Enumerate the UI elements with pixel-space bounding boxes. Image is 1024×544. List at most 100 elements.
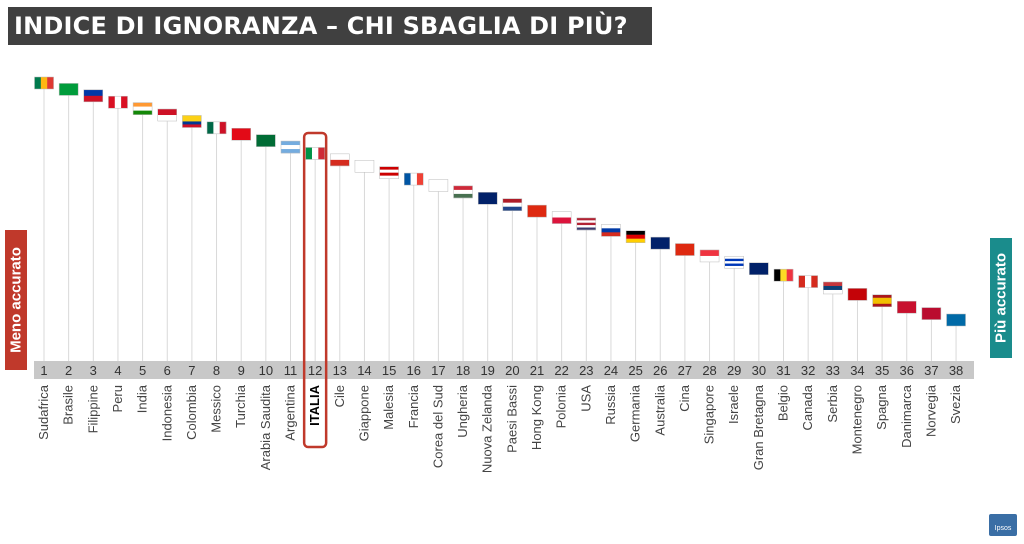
country-label: Serbia: [825, 384, 840, 422]
flag-argentina: [280, 140, 301, 154]
country-label: Hong Kong: [529, 385, 544, 450]
rank-number: 18: [456, 363, 470, 378]
rank-number: 37: [924, 363, 938, 378]
country-label: Colombia: [184, 384, 199, 440]
rank-number: 20: [505, 363, 519, 378]
country-label: Argentina: [283, 384, 298, 440]
country-label: Singapore: [702, 385, 717, 444]
rank-number: 38: [949, 363, 963, 378]
flag-paesi-bassi: [502, 198, 523, 211]
flag-usa: [576, 217, 597, 231]
less-accurate-label-box: Meno accurato: [5, 230, 27, 370]
italia-highlight-box: [302, 131, 328, 449]
flag-hong-kong: [527, 204, 547, 218]
rank-number: 24: [604, 363, 618, 378]
country-label: Arabia Saudita: [258, 384, 273, 470]
rank-number: 11: [284, 363, 298, 378]
flag-nuova-zelanda: [477, 192, 498, 205]
country-label: Peru: [110, 385, 125, 412]
rank-number: 30: [752, 363, 766, 378]
rank-number: 25: [628, 363, 642, 378]
rank-number: 21: [530, 363, 544, 378]
rank-number: 5: [139, 363, 146, 378]
rank-number: 27: [678, 363, 692, 378]
rank-number: 13: [333, 363, 347, 378]
rank-axis-bar: [34, 361, 974, 379]
ipsos-logo: Ipsos: [989, 514, 1017, 536]
rank-number: 17: [431, 363, 445, 378]
flag-messico: [206, 121, 227, 135]
country-label: Paesi Bassi: [504, 385, 519, 453]
country-label: Messico: [209, 385, 224, 433]
flag-filippine: [83, 89, 104, 103]
rank-number: 15: [382, 363, 396, 378]
rank-number: 23: [579, 363, 593, 378]
flag-norvegia: [921, 307, 942, 320]
rank-number: 36: [900, 363, 914, 378]
country-label: Australia: [652, 384, 667, 435]
chart-title: INDICE DI IGNORANZA – CHI SBAGLIA DI PIÙ…: [8, 7, 652, 45]
flag-serbia: [823, 281, 843, 295]
rank-number: 14: [357, 363, 371, 378]
flag-ungheria: [453, 185, 473, 199]
rank-number: 33: [826, 363, 840, 378]
country-label: Sudafrica: [36, 384, 51, 440]
flag-cile: [330, 153, 350, 167]
rank-number: 16: [407, 363, 421, 378]
rank-number: 22: [554, 363, 568, 378]
country-label: Francia: [406, 384, 421, 428]
country-label: Giappone: [356, 385, 371, 441]
flag-russia: [601, 224, 621, 237]
rank-number: 1: [40, 363, 47, 378]
country-label: Montenegro: [849, 385, 864, 454]
country-label: ITALIA: [307, 384, 322, 426]
country-label: Danimarca: [899, 384, 914, 448]
country-label: India: [135, 384, 150, 413]
country-label: Cile: [332, 385, 347, 407]
rank-number: 4: [114, 363, 121, 378]
country-label: Malesia: [381, 384, 396, 430]
flag-cina: [675, 243, 695, 256]
country-label: Gran Bretagna: [751, 384, 766, 470]
flag-francia: [404, 172, 424, 186]
flag-israele: [724, 256, 744, 269]
more-accurate-label-box: Più accurato: [990, 238, 1012, 358]
country-label: Brasile: [61, 385, 76, 425]
flag-indonesia: [157, 108, 177, 122]
country-label: Spagna: [874, 384, 889, 430]
rank-number: 26: [653, 363, 667, 378]
rank-number: 12: [308, 363, 322, 378]
flag-india: [132, 102, 153, 115]
rank-number: 35: [875, 363, 889, 378]
country-label: Turchia: [233, 384, 248, 428]
flag-gran-bretagna: [749, 262, 769, 276]
country-label: Russia: [603, 384, 618, 425]
rank-number: 19: [480, 363, 494, 378]
country-label: Corea del Sud: [430, 385, 445, 468]
flag-corea-del-sud: [428, 179, 449, 192]
flag-danimarca: [897, 300, 917, 314]
country-label: Indonesia: [159, 384, 174, 441]
flag-turchia: [231, 127, 251, 141]
flag-montenegro: [847, 288, 868, 301]
flag-malesia: [379, 166, 399, 179]
rank-number: 6: [164, 363, 171, 378]
flag-germania: [625, 230, 646, 243]
flag-singapore: [699, 249, 720, 263]
country-label: Canada: [800, 384, 815, 430]
country-label: Norvegia: [923, 384, 938, 437]
flag-sudafrica: [34, 76, 54, 90]
flag-spagna: [872, 294, 892, 308]
country-label: Polonia: [554, 384, 569, 428]
flag-italia: [305, 147, 325, 160]
flag-brasile: [58, 83, 79, 96]
rank-number: 28: [702, 363, 716, 378]
rank-number: 32: [801, 363, 815, 378]
rank-number: 2: [65, 363, 72, 378]
flag-svezia: [946, 313, 966, 327]
rank-number: 34: [850, 363, 864, 378]
country-label: Svezia: [948, 384, 963, 424]
country-label: Germania: [628, 384, 643, 442]
country-label: Nuova Zelanda: [480, 384, 495, 473]
rank-number: 29: [727, 363, 741, 378]
